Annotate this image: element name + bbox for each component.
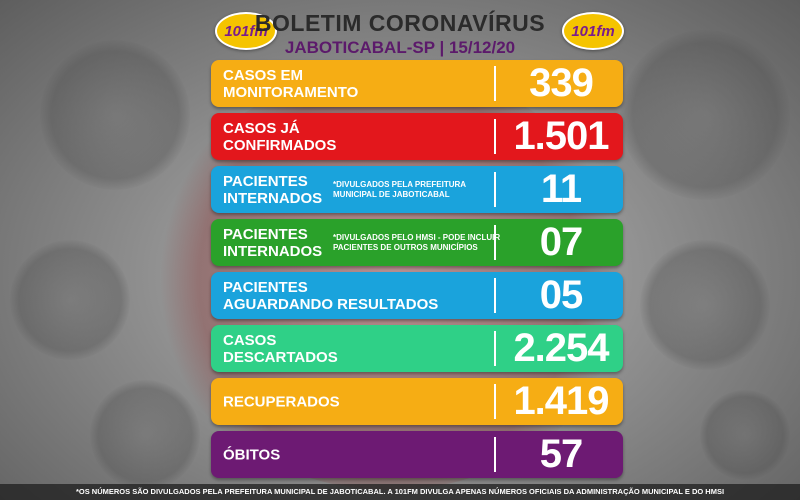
radio-logo: 101fm [562, 12, 624, 50]
radio-logo: 101fm [215, 12, 277, 50]
virus-illustration [640, 240, 770, 370]
divider [494, 225, 496, 260]
stat-label: PACIENTES INTERNADOS [223, 225, 323, 260]
header: 101fm BOLETIM CORONAVÍRUS JABOTICABAL-SP… [0, 4, 800, 57]
stat-value: 57 [539, 432, 584, 476]
divider [494, 384, 496, 419]
virus-illustration [700, 390, 790, 480]
stat-row-hospitalized-hmsi: PACIENTES INTERNADOS *DIVULGADOS PELO HM… [211, 219, 623, 266]
divider [494, 172, 496, 207]
stat-value: 05 [539, 273, 584, 317]
divider [494, 437, 496, 472]
stat-value: 07 [539, 220, 584, 264]
stat-note: *DIVULGADOS PELO HMSI - PODE INCLUIR PAC… [333, 232, 501, 252]
stat-row-discarded: CASOS DESCARTADOS 2.254 [211, 325, 623, 372]
virus-illustration [10, 240, 130, 360]
stat-value: 1.419 [513, 379, 609, 423]
page-subtitle: JABOTICABAL-SP | 15/12/20 [284, 38, 516, 57]
stat-value: 2.254 [513, 326, 609, 370]
stat-label: RECUPERADOS [223, 393, 340, 410]
page-title: BOLETIM CORONAVÍRUS [254, 10, 546, 36]
virus-illustration [40, 40, 190, 190]
virus-illustration [90, 380, 200, 490]
divider [494, 66, 496, 101]
stat-label: PACIENTES AGUARDANDO RESULTADOS [223, 278, 439, 313]
stat-row-deaths: ÓBITOS 57 [211, 431, 623, 478]
stat-value: 339 [529, 61, 594, 105]
stat-value: 1.501 [513, 114, 609, 158]
stat-label: ÓBITOS [223, 446, 281, 463]
stat-label: PACIENTES INTERNADOS [223, 172, 323, 207]
divider [494, 331, 496, 366]
stat-row-monitoring: CASOS EM MONITORAMENTO 339 [211, 60, 623, 107]
stat-row-awaiting-results: PACIENTES AGUARDANDO RESULTADOS 05 [211, 272, 623, 319]
stat-row-confirmed: CASOS JÁ CONFIRMADOS 1.501 [211, 113, 623, 160]
stat-row-recovered: RECUPERADOS 1.419 [211, 378, 623, 425]
footer-disclaimer: *OS NÚMEROS SÃO DIVULGADOS PELA PREFEITU… [0, 484, 800, 500]
stat-value: 11 [540, 167, 582, 211]
stat-row-hospitalized-municipal: PACIENTES INTERNADOS *DIVULGADOS PELA PR… [211, 166, 623, 213]
stat-label: CASOS DESCARTADOS [223, 331, 338, 366]
divider [494, 119, 496, 154]
stat-label: CASOS EM MONITORAMENTO [223, 66, 359, 101]
stat-label: CASOS JÁ CONFIRMADOS [223, 119, 337, 154]
virus-illustration [620, 30, 790, 200]
stat-note: *DIVULGADOS PELA PREFEITURA MUNICIPAL DE… [333, 179, 467, 199]
divider [494, 278, 496, 313]
